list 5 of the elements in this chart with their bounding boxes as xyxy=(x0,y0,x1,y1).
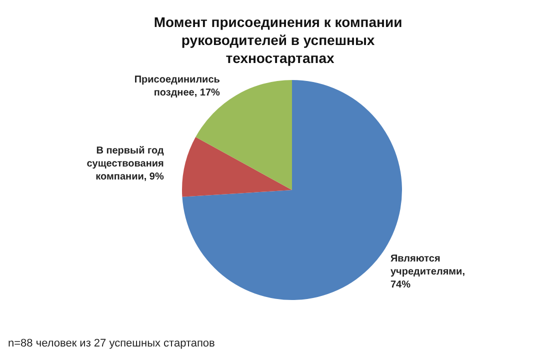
chart-title: Момент присоединения к компании руководителей в успешных техностартапах xyxy=(154,14,406,66)
slice-label: В первый год существования компании, 9% xyxy=(86,145,165,182)
slice-label: Являются учредителями, 74% xyxy=(390,254,466,291)
text: n=88 человек из 27 успешных стартапов xyxy=(8,338,216,350)
slice-label: Присоединились позднее, 17% xyxy=(134,74,220,99)
